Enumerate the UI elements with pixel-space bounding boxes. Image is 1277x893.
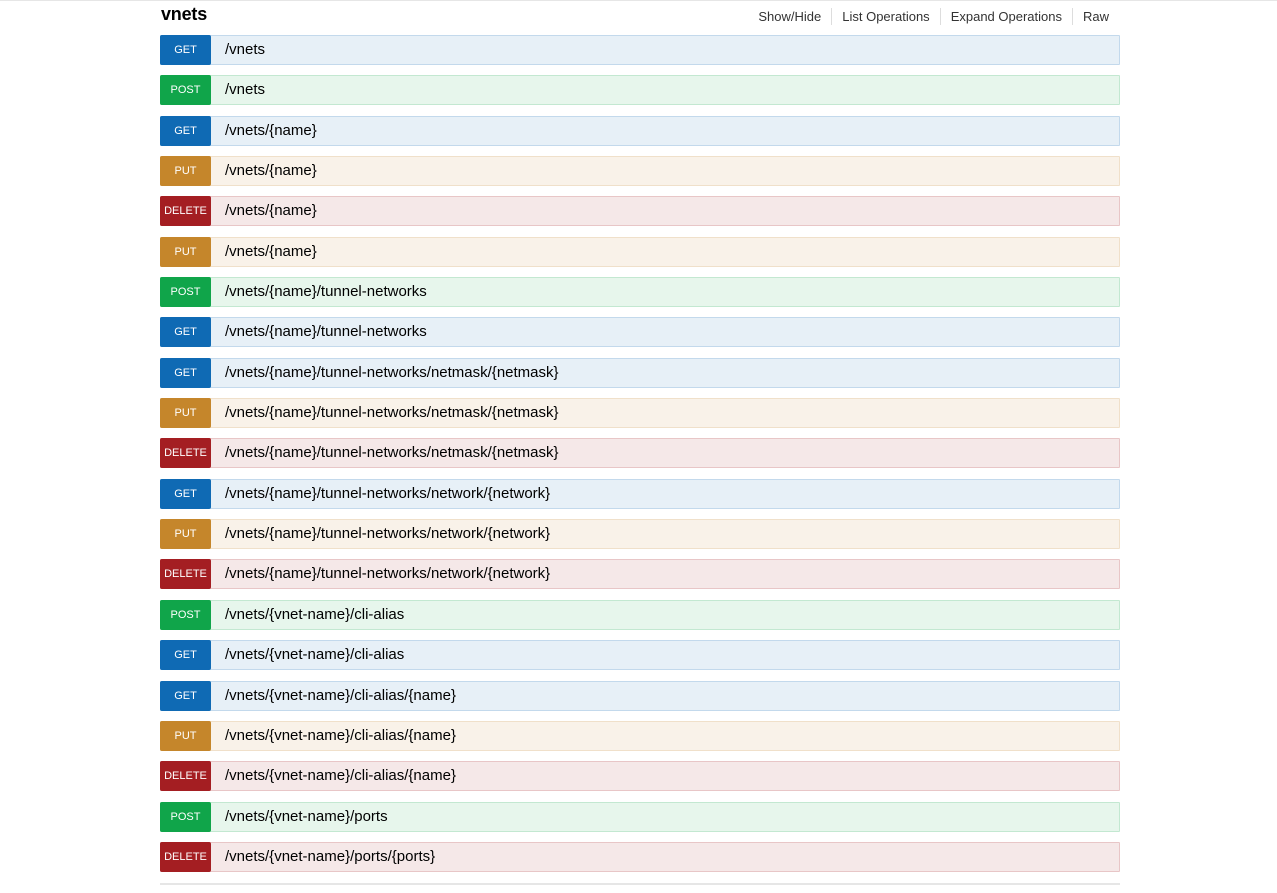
http-method-badge[interactable]: POST — [160, 599, 211, 630]
http-method-badge[interactable]: DELETE — [160, 841, 211, 872]
operation-row-get[interactable]: GET/vnets/{name}/tunnel-networks/netmask… — [160, 357, 1120, 388]
endpoint-path[interactable]: /vnets/{vnet-name}/ports/{ports} — [225, 847, 436, 865]
operation-row-post[interactable]: POST/vnets/{vnet-name}/ports — [160, 801, 1120, 832]
endpoint-path[interactable]: /vnets/{name}/tunnel-networks — [225, 283, 427, 301]
operation-row-put[interactable]: PUT/vnets/{name} — [160, 236, 1120, 267]
http-method-badge[interactable]: DELETE — [160, 761, 211, 792]
operation-row-get[interactable]: GET/vnets/{name} — [160, 115, 1120, 146]
endpoint-path[interactable]: /vnets/{vnet-name}/cli-alias/{name} — [225, 686, 456, 704]
http-method-badge[interactable]: GET — [160, 35, 211, 65]
resource-heading: vnets Show/Hide List Operations Expand O… — [160, 0, 1120, 35]
http-method-badge[interactable]: PUT — [160, 236, 211, 267]
show-hide-link[interactable]: Show/Hide — [758, 9, 822, 24]
endpoint-path[interactable]: /vnets/{name}/tunnel-networks/netmask/{n… — [225, 363, 559, 381]
resource-title[interactable]: vnets — [161, 4, 208, 24]
endpoint-path[interactable]: /vnets/{name}/tunnel-networks/network/{n… — [225, 525, 551, 543]
operation-row-put[interactable]: PUT/vnets/{vnet-name}/cli-alias/{name} — [160, 720, 1120, 751]
endpoint-path[interactable]: /vnets/{vnet-name}/ports — [225, 807, 388, 825]
endpoint-path[interactable]: /vnets/{name} — [225, 121, 317, 139]
raw-link[interactable]: Raw — [1071, 8, 1120, 25]
endpoint-path[interactable]: /vnets/{vnet-name}/cli-alias — [225, 605, 405, 623]
endpoint-path[interactable]: /vnets/{name}/tunnel-networks/netmask/{n… — [225, 404, 559, 422]
endpoint-path[interactable]: /vnets/{name} — [225, 242, 317, 260]
bottom-divider — [160, 883, 1120, 885]
endpoint-path[interactable]: /vnets/{name} — [225, 202, 317, 220]
http-method-badge[interactable]: POST — [160, 75, 211, 106]
expand-operations-link[interactable]: Expand Operations — [939, 8, 1072, 25]
operations-list: GET/vnets POST/vnets GET/vnets/{name} PUT/v… — [160, 35, 1120, 872]
http-method-badge[interactable]: POST — [160, 801, 211, 832]
endpoint-path[interactable]: /vnets/{vnet-name}/cli-alias/{name} — [225, 726, 456, 744]
http-method-badge[interactable]: GET — [160, 478, 211, 509]
operation-row-delete[interactable]: DELETE/vnets/{name}/tunnel-networks/netw… — [160, 559, 1120, 590]
top-divider — [0, 0, 1277, 1]
endpoint-path[interactable]: /vnets/{vnet-name}/cli-alias — [225, 646, 405, 664]
resource-options: Show/Hide List Operations Expand Operati… — [748, 8, 1120, 25]
operation-row-post[interactable]: POST/vnets — [160, 75, 1120, 106]
operation-row-delete[interactable]: DELETE/vnets/{vnet-name}/cli-alias/{name… — [160, 761, 1120, 792]
http-method-badge[interactable]: PUT — [160, 519, 211, 550]
http-method-badge[interactable]: POST — [160, 277, 211, 308]
http-method-badge[interactable]: DELETE — [160, 196, 211, 227]
endpoint-path[interactable]: /vnets — [225, 81, 266, 99]
endpoint-path[interactable]: /vnets/{vnet-name}/cli-alias/{name} — [225, 767, 456, 785]
operation-row-post[interactable]: POST/vnets/{vnet-name}/cli-alias — [160, 599, 1120, 630]
http-method-badge[interactable]: DELETE — [160, 559, 211, 590]
endpoint-path[interactable]: /vnets/{name}/tunnel-networks/network/{n… — [225, 484, 551, 502]
operation-row-get[interactable]: GET/vnets/{vnet-name}/cli-alias — [160, 640, 1120, 671]
list-operations-link[interactable]: List Operations — [831, 8, 939, 25]
resource-section: vnets Show/Hide List Operations Expand O… — [160, 0, 1120, 882]
operation-row-delete[interactable]: DELETE/vnets/{vnet-name}/ports/{ports} — [160, 841, 1120, 872]
http-method-badge[interactable]: GET — [160, 640, 211, 671]
http-method-badge[interactable]: GET — [160, 357, 211, 388]
endpoint-path[interactable]: /vnets/{name}/tunnel-networks/netmask/{n… — [225, 444, 559, 462]
operation-row-put[interactable]: PUT/vnets/{name}/tunnel-networks/network… — [160, 519, 1120, 550]
http-method-badge[interactable]: GET — [160, 115, 211, 146]
operation-row-get[interactable]: GET/vnets/{vnet-name}/cli-alias/{name} — [160, 680, 1120, 711]
http-method-badge[interactable]: DELETE — [160, 438, 211, 469]
http-method-badge[interactable]: GET — [160, 680, 211, 711]
operation-row-get[interactable]: GET/vnets — [160, 35, 1120, 65]
http-method-badge[interactable]: PUT — [160, 398, 211, 429]
operation-row-delete[interactable]: DELETE/vnets/{name} — [160, 196, 1120, 227]
endpoint-path[interactable]: /vnets/{name}/tunnel-networks/network/{n… — [225, 565, 551, 583]
http-method-badge[interactable]: PUT — [160, 156, 211, 187]
http-method-badge[interactable]: PUT — [160, 720, 211, 751]
operation-row-put[interactable]: PUT/vnets/{name} — [160, 156, 1120, 187]
operation-row-delete[interactable]: DELETE/vnets/{name}/tunnel-networks/netm… — [160, 438, 1120, 469]
operation-row-post[interactable]: POST/vnets/{name}/tunnel-networks — [160, 277, 1120, 308]
endpoint-path[interactable]: /vnets — [225, 41, 266, 58]
http-method-badge[interactable]: GET — [160, 317, 211, 348]
endpoint-path[interactable]: /vnets/{name} — [225, 162, 317, 180]
endpoint-path[interactable]: /vnets/{name}/tunnel-networks — [225, 323, 427, 341]
operation-row-get[interactable]: GET/vnets/{name}/tunnel-networks/network… — [160, 478, 1120, 509]
operation-row-get[interactable]: GET/vnets/{name}/tunnel-networks — [160, 317, 1120, 348]
operation-row-put[interactable]: PUT/vnets/{name}/tunnel-networks/netmask… — [160, 398, 1120, 429]
